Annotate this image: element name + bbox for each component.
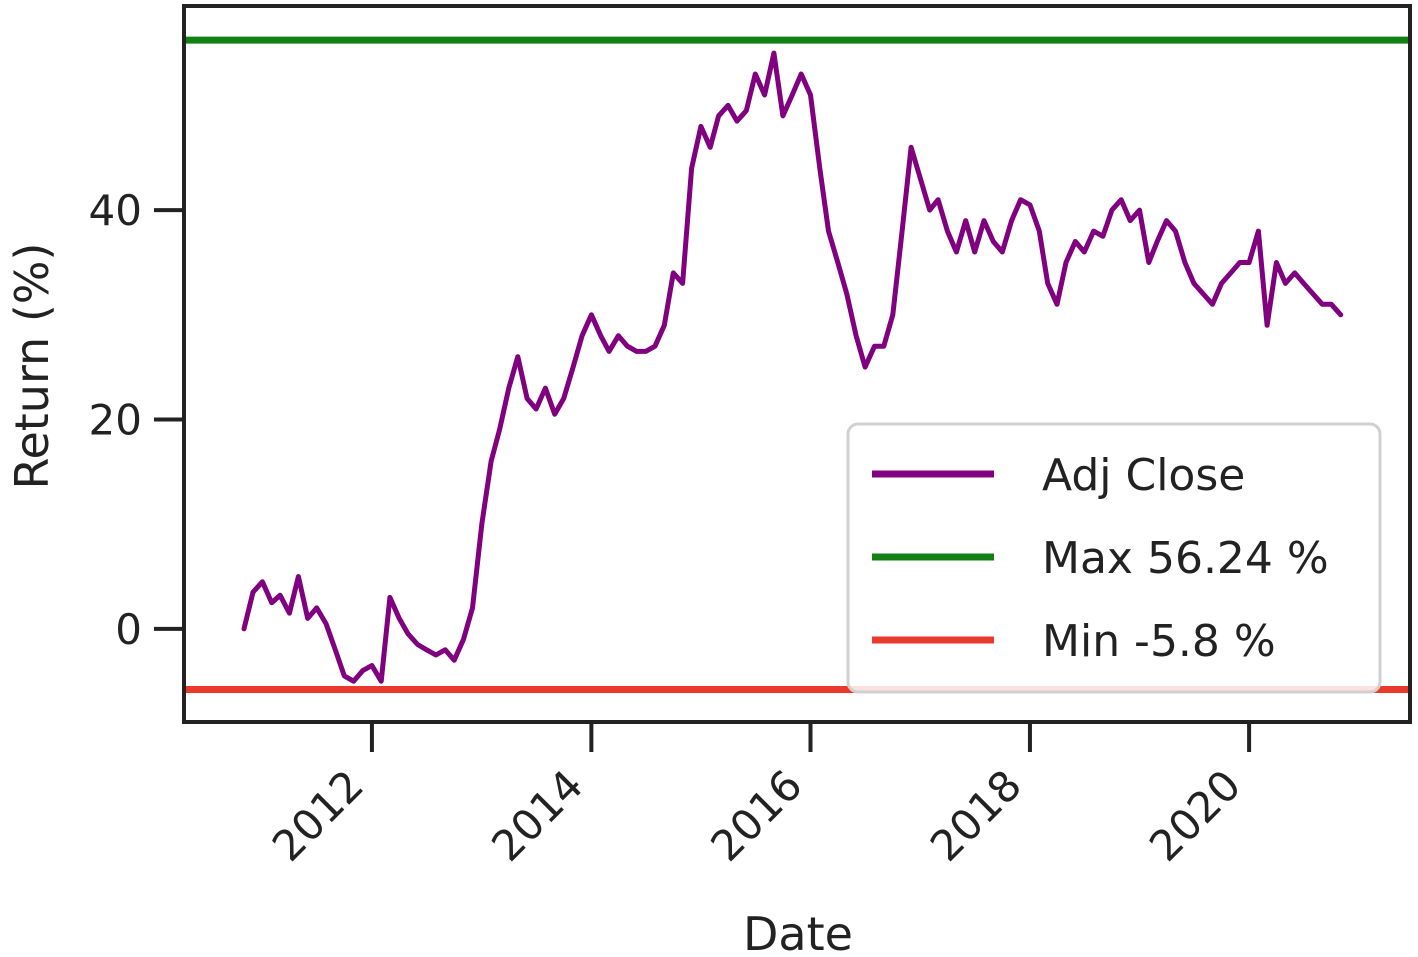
- y-tick-label: 0: [115, 605, 142, 654]
- x-tick-label: 2016: [701, 760, 811, 870]
- y-tick-label: 20: [89, 395, 142, 444]
- axes-frame: [182, 4, 1412, 724]
- legend-label: Max 56.24 %: [1042, 533, 1329, 584]
- x-tick-label: 2012: [263, 760, 373, 870]
- series-line-adj-close: [241, 50, 1344, 684]
- x-axis-label: Date: [743, 907, 853, 957]
- x-tick-label: 2018: [921, 760, 1031, 870]
- legend-label: Adj Close: [1042, 450, 1245, 501]
- y-tick-label: 40: [89, 186, 142, 235]
- legend-box: [846, 422, 1382, 694]
- x-tick-label: 2020: [1140, 760, 1250, 870]
- legend-label: Min -5.8 %: [1042, 616, 1276, 667]
- legend: Adj Close Max 56.24 % Min -5.8 %: [846, 422, 1382, 694]
- y-axis-label: Return (%): [5, 243, 59, 490]
- x-tick-label: 2014: [482, 760, 592, 870]
